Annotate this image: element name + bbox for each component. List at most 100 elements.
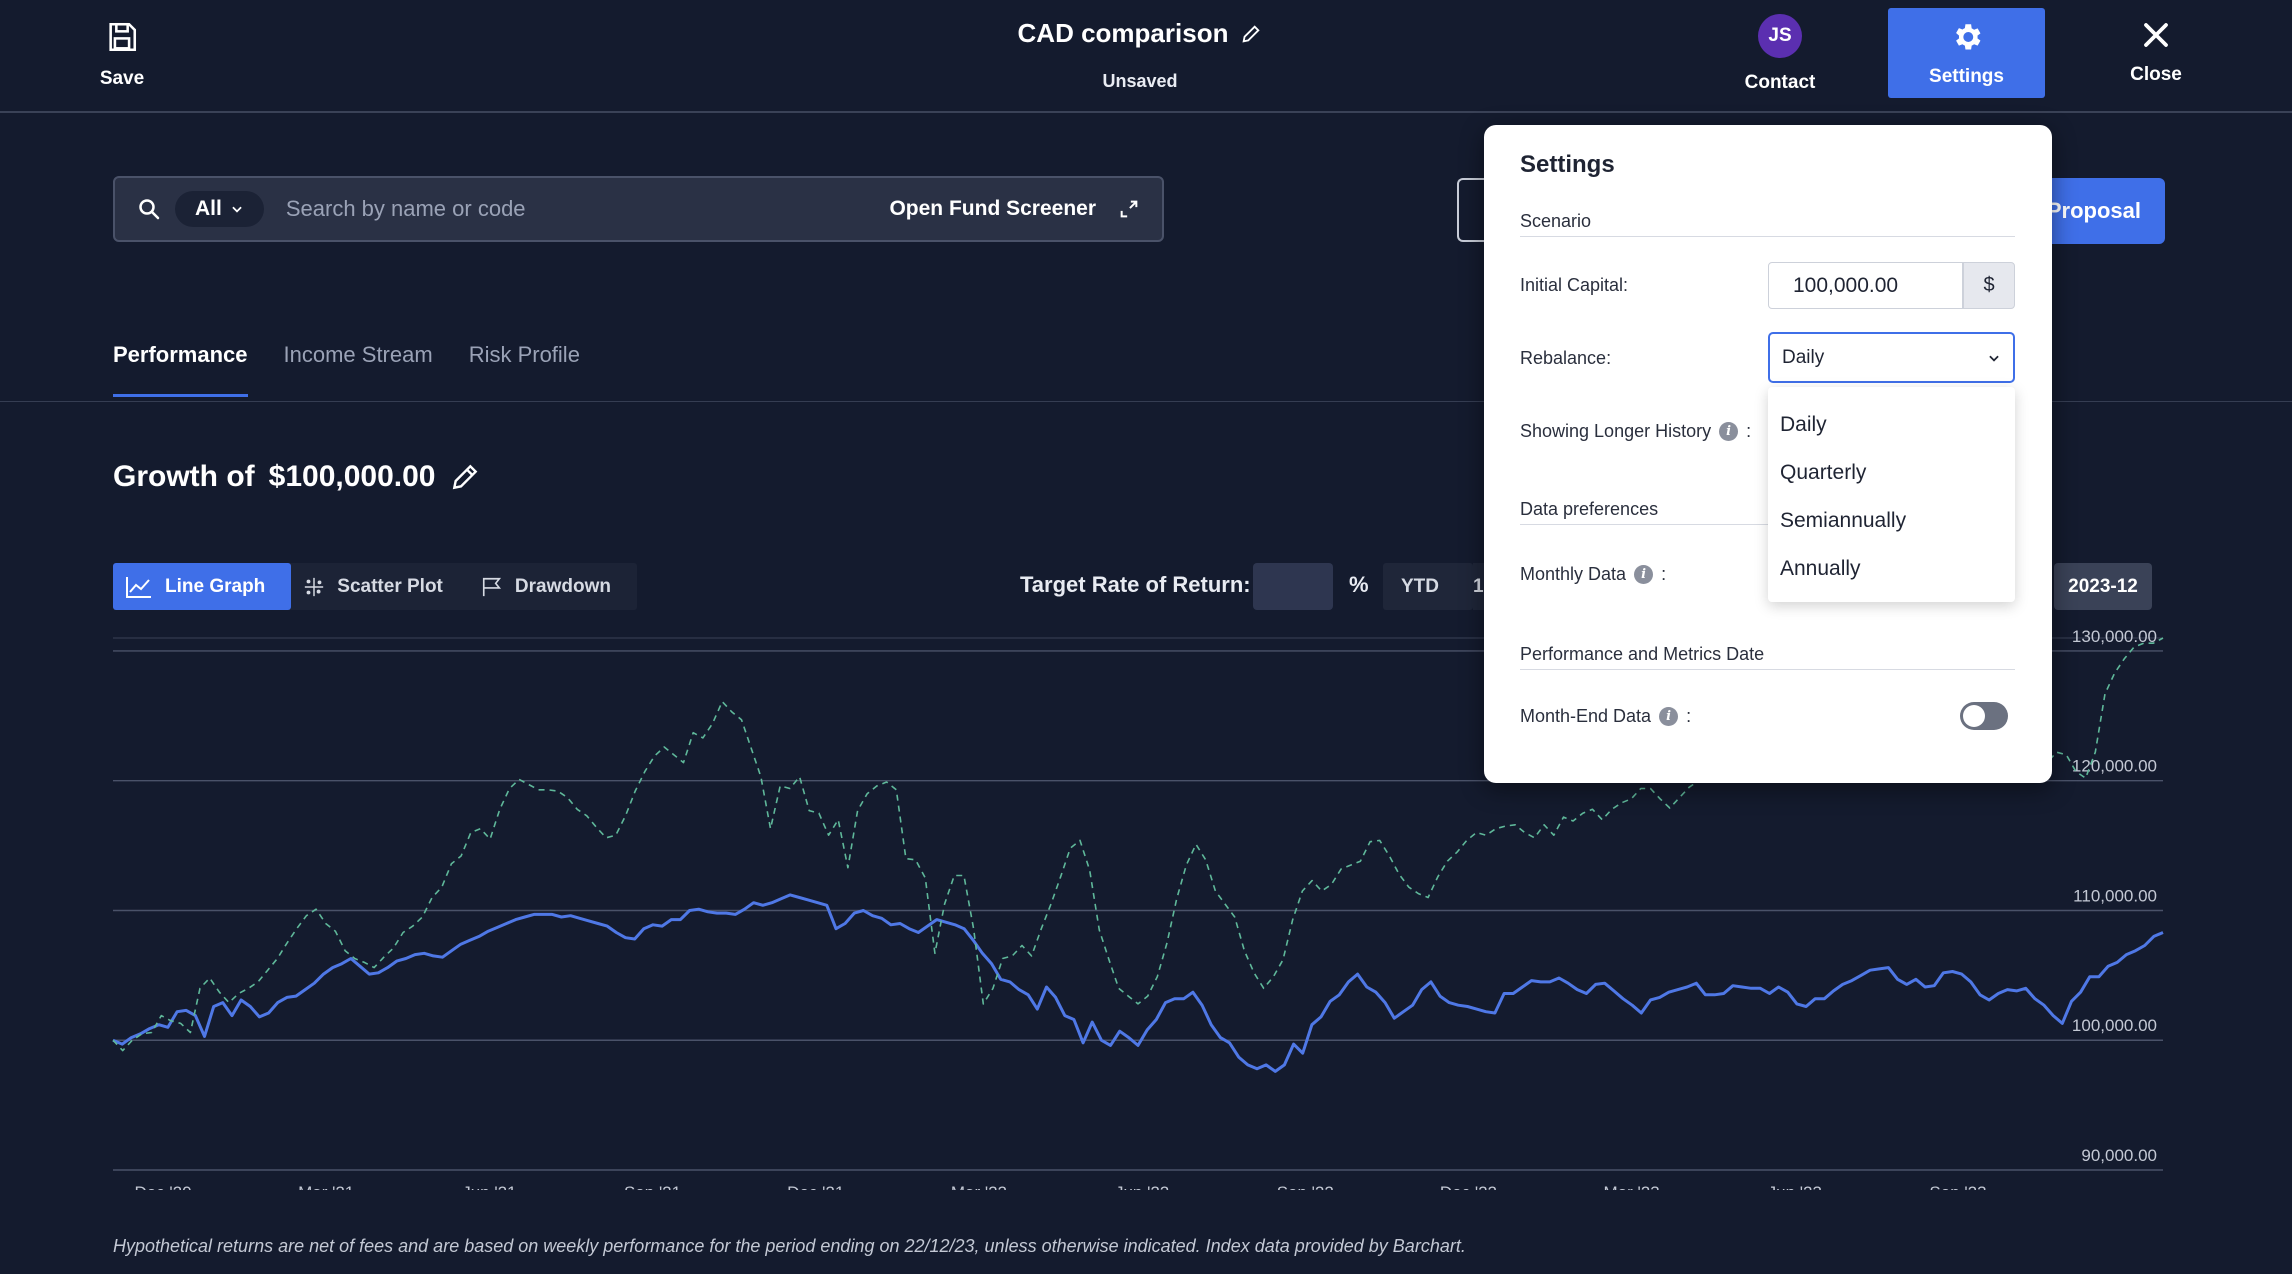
monthly-data-label-text: Monthly Data [1520,564,1627,584]
colon-separator: : [1661,564,1667,584]
document-title-area: CAD comparison Unsaved [940,18,1340,92]
rebalance-option-annually[interactable]: Annually [1780,557,1861,580]
growth-amount: $100,000.00 [268,460,436,493]
longer-history-label: Showing Longer History i : [1520,421,1751,442]
document-title-text: CAD comparison [1017,18,1229,48]
series-line-dashed [112,637,2164,1052]
target-return-input[interactable] [1253,563,1333,610]
series-line-solid [112,893,2164,1073]
x-tick-label: Mar '21 [298,1183,354,1190]
rebalance-label: Rebalance: [1520,348,1611,369]
x-tick-label: Dec '21 [787,1183,844,1190]
tab-performance[interactable]: Performance [113,342,248,397]
month-end-data-label: Month-End Data i : [1520,706,1691,727]
expand-icon [1120,200,1138,218]
info-icon[interactable]: i [1719,422,1739,441]
open-fund-screener-button[interactable]: Open Fund Screener [889,197,1140,221]
toggle-knob [1963,705,1985,727]
disclaimer-text: Hypothetical returns are net of fees and… [113,1236,1466,1256]
contact-button[interactable]: JS Contact [1730,14,1830,94]
drawdown-button[interactable]: Drawdown [469,563,637,610]
x-tick-label: Mar '23 [1604,1183,1660,1190]
end-date-button[interactable]: 2023-12 [2054,563,2152,610]
x-tick-label: Sep '23 [1929,1183,1986,1190]
colon-separator: : [1746,421,1752,441]
info-icon[interactable]: i [1634,565,1654,584]
gear-icon [1955,24,1980,50]
percent-unit: % [1349,572,1369,597]
month-end-data-label-text: Month-End Data [1520,706,1652,726]
x-tick-label: Dec '22 [1440,1183,1497,1190]
close-button[interactable]: Close [2116,20,2196,86]
x-tick-label: Jun '21 [462,1183,516,1190]
colon-separator: : [1686,706,1692,726]
close-label: Close [2130,64,2182,85]
tabs-divider [0,401,2292,402]
monthly-data-label: Monthly Data i : [1520,564,1666,585]
rebalance-option-semiannually[interactable]: Semiannually [1780,509,1907,532]
search-filter-value: All [195,197,222,220]
drawdown-label: Drawdown [514,575,611,597]
top-bar: Save CAD comparison Unsaved JS Contact S… [0,0,2292,113]
contact-label: Contact [1744,72,1816,93]
save-status: Unsaved [1102,71,1178,91]
rebalance-selected-value: Daily [1782,346,1825,368]
initial-capital-label-text: Initial Capital: [1520,275,1629,295]
settings-button[interactable]: Settings [1888,8,2045,98]
initial-capital-input[interactable]: 100,000.00 [1768,262,1963,309]
search-input[interactable] [285,196,890,222]
x-tick-label: Jun '23 [1768,1183,1822,1190]
x-tick-label: Mar '22 [951,1183,1007,1190]
pencil-icon[interactable] [1240,23,1262,45]
settings-popover: Settings Scenario Initial Capital: 100,0… [1484,125,2052,783]
y-tick-label: 120,000.00 [2072,757,2157,776]
info-icon[interactable]: i [1659,707,1679,726]
scenario-section-header: Scenario [1520,211,2015,237]
data-preferences-header: Data preferences [1520,499,2015,525]
target-return-label: Target Rate of Return: [1020,572,1251,597]
document-title[interactable]: CAD comparison [1018,18,1263,49]
search-filter-dropdown[interactable]: All [175,191,264,227]
y-tick-label: 90,000.00 [2081,1146,2157,1165]
tab-income-stream[interactable]: Income Stream [283,342,433,367]
chevron-down-icon [232,206,242,213]
rebalance-select[interactable]: Daily [1768,332,2015,383]
open-fund-screener-label: Open Fund Screener [889,197,1096,220]
rebalance-option-daily[interactable]: Daily [1780,413,1827,436]
tab-risk-profile[interactable]: Risk Profile [468,342,580,367]
settings-label: Settings [1929,66,2004,87]
y-tick-label: 130,000.00 [2072,630,2157,646]
month-end-toggle[interactable] [1960,702,2008,730]
rebalance-dropdown-menu: Daily Quarterly Semiannually Annually [1768,387,2015,602]
x-tick-label: Dec '20 [134,1183,191,1190]
edit-amount-icon[interactable] [449,461,481,493]
line-graph-button[interactable]: Line Graph [113,563,292,610]
performance-date-header: Performance and Metrics Date [1520,644,2015,670]
close-icon [2144,23,2168,47]
y-tick-label: 110,000.00 [2073,886,2157,905]
currency-addon: $ [1963,262,2015,309]
line-graph-label: Line Graph [165,575,266,597]
chevron-down-icon [1989,355,1999,362]
save-icon [109,22,137,52]
fund-search-bar: All Open Fund Screener [113,176,1164,242]
x-tick-label: Sep '21 [624,1183,681,1190]
x-tick-label: Sep '22 [1277,1183,1334,1190]
avatar: JS [1758,14,1802,58]
x-tick-label: Jun '22 [1115,1183,1169,1190]
longer-history-label-text: Showing Longer History [1520,421,1712,441]
growth-title: Growth of $100,000.00 [113,460,481,494]
line-graph-icon [126,576,151,598]
initial-capital-label: Initial Capital: [1520,275,1628,296]
rebalance-label-text: Rebalance: [1520,348,1612,368]
scatter-icon [305,577,324,596]
growth-prefix: Growth of [113,460,255,493]
search-icon [139,199,160,220]
scatter-plot-label: Scatter Plot [337,575,443,597]
rebalance-option-quarterly[interactable]: Quarterly [1780,461,1867,484]
period-ytd-button[interactable]: YTD [1383,563,1473,610]
save-button[interactable]: Save [82,20,162,90]
drawdown-icon [482,577,501,596]
y-tick-label: 100,000.00 [2072,1016,2157,1035]
scatter-plot-button[interactable]: Scatter Plot [291,563,469,610]
